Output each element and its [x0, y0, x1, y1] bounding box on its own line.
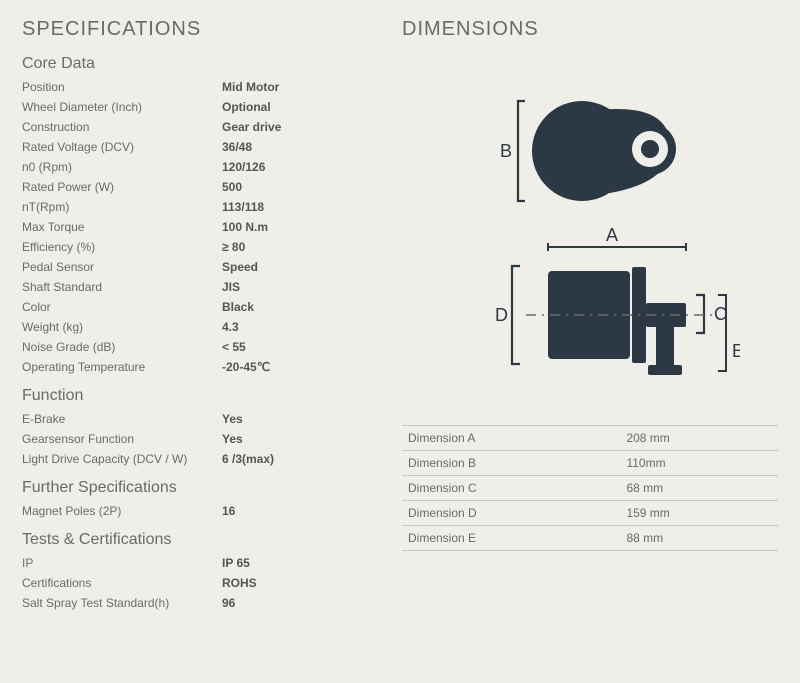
- spec-label: Efficiency (%): [22, 237, 222, 257]
- spec-value: Yes: [222, 429, 243, 449]
- spec-value: Speed: [222, 257, 258, 277]
- spec-label: IP: [22, 553, 222, 573]
- spec-row: Pedal SensorSpeed: [22, 257, 372, 277]
- dimensions-diagram: B A D: [402, 71, 778, 401]
- spec-row: Operating Temperature-20-45℃: [22, 357, 372, 377]
- function-list: E-BrakeYesGearsensor FunctionYesLight Dr…: [22, 409, 372, 469]
- spec-value: -20-45℃: [222, 357, 270, 377]
- spec-label: Max Torque: [22, 217, 222, 237]
- function-heading: Function: [22, 387, 372, 405]
- spec-row: IPIP 65: [22, 553, 372, 573]
- label-e: E: [732, 341, 740, 361]
- spec-value: IP 65: [222, 553, 250, 573]
- dim-value: 208 mm: [546, 426, 778, 451]
- spec-label: Gearsensor Function: [22, 429, 222, 449]
- spec-label: Certifications: [22, 573, 222, 593]
- label-b: B: [500, 141, 512, 161]
- spec-value: 36/48: [222, 137, 252, 157]
- spec-value: 100 N.m: [222, 217, 268, 237]
- side-view-shape: A D C: [495, 225, 740, 375]
- table-row: Dimension B110mm: [402, 451, 778, 476]
- spec-value: < 55: [222, 337, 246, 357]
- core-data-heading: Core Data: [22, 55, 372, 73]
- further-list: Magnet Poles (2P)16: [22, 501, 372, 521]
- dim-label: Dimension C: [402, 476, 546, 501]
- dimensions-table: Dimension A208 mmDimension B110mmDimensi…: [402, 425, 778, 551]
- spec-value: 120/126: [222, 157, 265, 177]
- dim-label: Dimension E: [402, 526, 546, 551]
- spec-value: Optional: [222, 97, 271, 117]
- spec-label: Salt Spray Test Standard(h): [22, 593, 222, 613]
- table-row: Dimension A208 mm: [402, 426, 778, 451]
- spec-row: Rated Voltage (DCV)36/48: [22, 137, 372, 157]
- spec-value: ≥ 80: [222, 237, 245, 257]
- spec-value: 113/118: [222, 197, 264, 217]
- spec-row: E-BrakeYes: [22, 409, 372, 429]
- spec-label: E-Brake: [22, 409, 222, 429]
- dim-value: 110mm: [546, 451, 778, 476]
- core-data-list: PositionMid MotorWheel Diameter (Inch)Op…: [22, 77, 372, 377]
- label-a: A: [606, 225, 618, 245]
- spec-label: Shaft Standard: [22, 277, 222, 297]
- spec-row: Max Torque100 N.m: [22, 217, 372, 237]
- spec-row: Rated Power (W)500: [22, 177, 372, 197]
- dim-value: 88 mm: [546, 526, 778, 551]
- top-view-shape: B: [500, 101, 676, 201]
- spec-value: JIS: [222, 277, 240, 297]
- dim-value: 68 mm: [546, 476, 778, 501]
- spec-row: Salt Spray Test Standard(h)96: [22, 593, 372, 613]
- spec-label: Pedal Sensor: [22, 257, 222, 277]
- spec-row: Wheel Diameter (Inch)Optional: [22, 97, 372, 117]
- dim-label: Dimension B: [402, 451, 546, 476]
- spec-label: Magnet Poles (2P): [22, 501, 222, 521]
- spec-label: Wheel Diameter (Inch): [22, 97, 222, 117]
- spec-value: 4.3: [222, 317, 239, 337]
- table-row: Dimension C68 mm: [402, 476, 778, 501]
- spec-row: Noise Grade (dB)< 55: [22, 337, 372, 357]
- spec-label: Rated Power (W): [22, 177, 222, 197]
- spec-value: Black: [222, 297, 254, 317]
- spec-value: 96: [222, 593, 235, 613]
- spec-value: 6 /3(max): [222, 449, 274, 469]
- spec-row: Weight (kg)4.3: [22, 317, 372, 337]
- spec-label: n0 (Rpm): [22, 157, 222, 177]
- spec-row: Light Drive Capacity (DCV / W)6 /3(max): [22, 449, 372, 469]
- spec-row: PositionMid Motor: [22, 77, 372, 97]
- spec-row: n0 (Rpm)120/126: [22, 157, 372, 177]
- label-d: D: [495, 305, 508, 325]
- spec-row: Efficiency (%)≥ 80: [22, 237, 372, 257]
- table-row: Dimension E88 mm: [402, 526, 778, 551]
- specifications-heading: SPECIFICATIONS: [22, 18, 372, 41]
- tests-list: IPIP 65CertificationsROHSSalt Spray Test…: [22, 553, 372, 613]
- spec-label: Light Drive Capacity (DCV / W): [22, 449, 222, 469]
- dimensions-heading: DIMENSIONS: [402, 18, 778, 41]
- spec-label: nT(Rpm): [22, 197, 222, 217]
- spec-label: Weight (kg): [22, 317, 222, 337]
- spec-value: 500: [222, 177, 242, 197]
- spec-row: ConstructionGear drive: [22, 117, 372, 137]
- spec-value: Mid Motor: [222, 77, 279, 97]
- spec-row: Magnet Poles (2P)16: [22, 501, 372, 521]
- spec-row: CertificationsROHS: [22, 573, 372, 593]
- dim-label: Dimension A: [402, 426, 546, 451]
- spec-row: nT(Rpm)113/118: [22, 197, 372, 217]
- spec-value: 16: [222, 501, 235, 521]
- spec-label: Construction: [22, 117, 222, 137]
- spec-label: Position: [22, 77, 222, 97]
- dim-label: Dimension D: [402, 501, 546, 526]
- spec-label: Color: [22, 297, 222, 317]
- spec-value: Yes: [222, 409, 243, 429]
- spec-label: Operating Temperature: [22, 357, 222, 377]
- spec-value: Gear drive: [222, 117, 281, 137]
- spec-label: Rated Voltage (DCV): [22, 137, 222, 157]
- tests-heading: Tests & Certifications: [22, 531, 372, 549]
- dim-value: 159 mm: [546, 501, 778, 526]
- spec-row: ColorBlack: [22, 297, 372, 317]
- spec-value: ROHS: [222, 573, 257, 593]
- table-row: Dimension D159 mm: [402, 501, 778, 526]
- spec-row: Gearsensor FunctionYes: [22, 429, 372, 449]
- spec-label: Noise Grade (dB): [22, 337, 222, 357]
- further-heading: Further Specifications: [22, 479, 372, 497]
- spec-row: Shaft StandardJIS: [22, 277, 372, 297]
